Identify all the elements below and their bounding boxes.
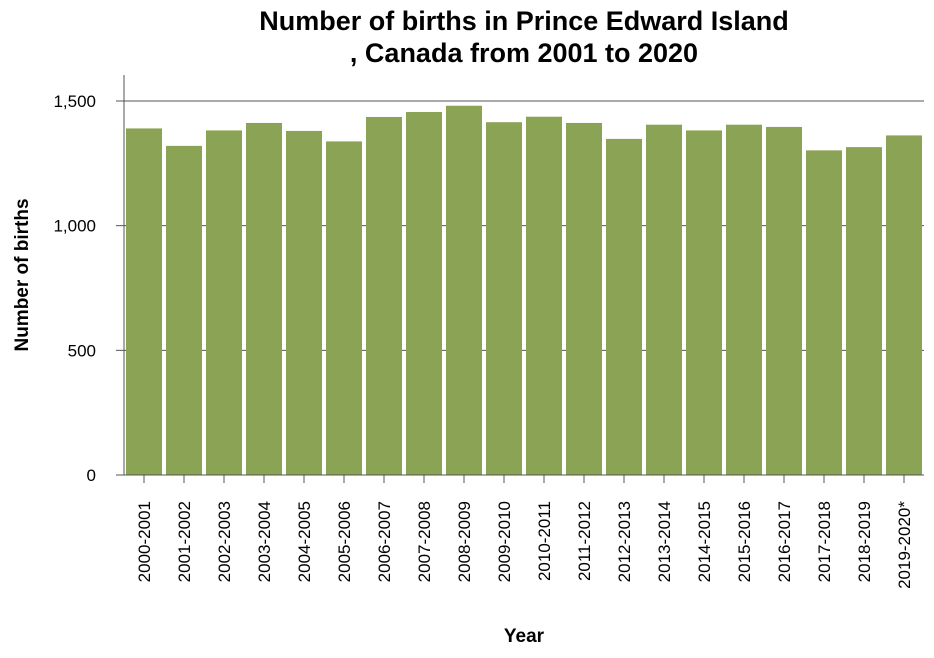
- bar: [686, 130, 722, 475]
- bars: [126, 105, 922, 476]
- x-tick-label: 2000-2001: [135, 501, 154, 582]
- bar: [606, 138, 642, 475]
- y-axis-label: Number of births: [12, 198, 33, 351]
- bar: [486, 122, 522, 476]
- bar: [286, 130, 322, 476]
- x-tick-label: 2011-2012: [575, 501, 594, 581]
- bar: [726, 124, 762, 475]
- x-tick-label: 2002-2003: [215, 501, 234, 582]
- chart-title-line-2: , Canada from 2001 to 2020: [350, 38, 698, 68]
- bar: [646, 124, 682, 475]
- bar: [126, 128, 162, 475]
- chart-title-line-1: Number of births in Prince Edward Island: [259, 6, 789, 36]
- bar: [246, 122, 282, 475]
- bar: [766, 126, 802, 475]
- bar: [206, 130, 242, 475]
- bar: [366, 116, 402, 475]
- x-tick-label: 2016-2017: [775, 501, 794, 582]
- bar: [326, 141, 362, 475]
- x-tick-label: 2003-2004: [255, 501, 274, 582]
- x-tick-label: 2012-2013: [615, 501, 634, 582]
- bar: [846, 147, 882, 476]
- x-tick-label: 2006-2007: [375, 501, 394, 582]
- x-tick-label: 2013-2014: [655, 501, 674, 582]
- x-tick-label: 2017-2018: [815, 501, 834, 582]
- x-tick-label: 2009-2010: [495, 501, 514, 582]
- x-tick-label: 2014-2015: [695, 501, 714, 582]
- x-tick-label: 2008-2009: [455, 501, 474, 582]
- bar: [806, 150, 842, 476]
- y-tick-labels: 0 500 1,000 1,500: [53, 92, 96, 485]
- x-tick-label: 2004-2005: [295, 501, 314, 582]
- x-axis-label: Year: [504, 626, 545, 647]
- y-tick-label: 0: [87, 466, 96, 485]
- bar: [406, 111, 442, 475]
- y-tick-label: 500: [68, 341, 96, 360]
- x-tick-label: 2005-2006: [335, 501, 354, 582]
- axes: [116, 75, 924, 483]
- bar: [886, 135, 922, 475]
- bar: [446, 105, 482, 475]
- y-tick-label: 1,000: [53, 217, 96, 236]
- bar: [526, 116, 562, 475]
- gridlines: [124, 100, 924, 351]
- x-tick-labels: 2000-2001 2001-2002 2002-2003 2003-2004 2004…: [135, 501, 914, 589]
- x-tick-label: 2007-2008: [415, 501, 434, 582]
- x-tick-label: 2015-2016: [735, 501, 754, 582]
- x-tick-label: 2001-2002: [175, 501, 194, 582]
- x-tick-label: 2018-2019: [855, 501, 874, 582]
- y-tick-label: 1,500: [53, 92, 96, 111]
- bar: [566, 122, 602, 475]
- bar: [166, 145, 202, 475]
- x-tick-label: 2010-2011: [535, 501, 554, 581]
- x-tick-label: 2019-2020*: [895, 501, 914, 589]
